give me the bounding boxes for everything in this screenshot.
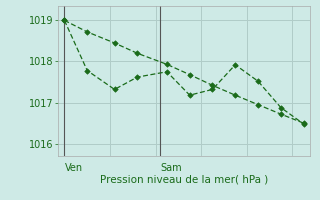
X-axis label: Pression niveau de la mer( hPa ): Pression niveau de la mer( hPa ) [100,174,268,184]
Text: Ven: Ven [64,163,83,173]
Text: Sam: Sam [160,163,182,173]
